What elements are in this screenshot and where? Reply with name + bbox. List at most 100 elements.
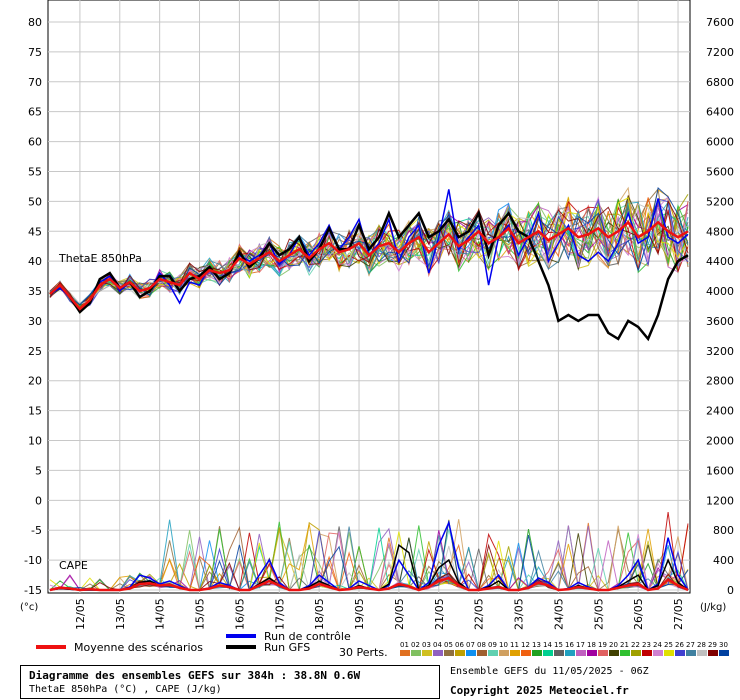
ensemble-run-label: Ensemble GEFS du 11/05/2025 - 06Z: [450, 666, 649, 677]
pert-swatch: [642, 650, 652, 656]
pert-number: 26: [675, 641, 684, 649]
x-tick-label: 23/05: [513, 598, 526, 630]
y-tick-left: 5: [35, 464, 42, 477]
x-tick-label: 14/05: [154, 598, 167, 630]
pert-number: 23: [642, 641, 651, 649]
pert-number: 09: [488, 641, 497, 649]
y-tick-left: 50: [28, 195, 42, 208]
pert-swatch: [477, 650, 487, 656]
y-tick-right: 4400: [706, 255, 734, 268]
cape-control-line: [49, 520, 689, 592]
ylabel-right: (J/kg): [700, 602, 726, 613]
pert-swatch: [565, 650, 575, 656]
legend-mean-label: Moyenne des scénarios: [74, 641, 203, 654]
y-tick-left: -10: [24, 554, 42, 567]
y-tick-right: 2400: [706, 405, 734, 418]
x-axis: 12/05 13/05 14/05 15/05 16/05 17/05 18/05 19/05…: [74, 598, 685, 630]
y-tick-right: 1600: [706, 464, 734, 477]
y-tick-right: 3200: [706, 345, 734, 358]
perts-legend: 01 02 03 04 05 06 07 08 09 10 11 12 13 14 15 16 17 18 19 20…: [400, 641, 729, 656]
pert-swatch: [675, 650, 685, 656]
y-tick-right: 4800: [706, 225, 734, 238]
pert-number: 01: [400, 641, 409, 649]
y-tick-right: 5600: [706, 165, 734, 178]
y-tick-right: 0: [727, 584, 734, 597]
ylabel-left: (°c): [20, 602, 38, 613]
pert-number: 10: [499, 641, 508, 649]
x-tick-label: 21/05: [433, 598, 446, 630]
y-tick-left: -15: [24, 584, 42, 597]
pert-swatch: [697, 650, 707, 656]
x-tick-label: 17/05: [273, 598, 286, 630]
legend-gfs-label: Run GFS: [264, 641, 310, 654]
pert-swatch: [598, 650, 608, 656]
pert-number: 17: [576, 641, 585, 649]
pert-swatch: [631, 650, 641, 656]
legend-perts-label: 30 Perts.: [339, 646, 388, 659]
pert-swatch: [499, 650, 509, 656]
x-tick-label: 19/05: [353, 598, 366, 630]
pert-swatch: [488, 650, 498, 656]
y-tick-right: 2800: [706, 375, 734, 388]
y-tick-right: 7600: [706, 16, 734, 29]
pert-swatch: [510, 650, 520, 656]
x-tick-label: 22/05: [473, 598, 486, 630]
x-tick-label: 15/05: [194, 598, 207, 630]
pert-swatch: [587, 650, 597, 656]
pert-number: 29: [708, 641, 717, 649]
y-axis-right: 7600720068006400600056005200480044004000…: [706, 16, 734, 597]
y-tick-left: 65: [28, 106, 42, 119]
pert-number: 11: [510, 641, 519, 649]
y-tick-left: 30: [28, 315, 42, 328]
pert-swatch: [532, 650, 542, 656]
y-tick-left: 0: [35, 494, 42, 507]
member-thetae-line: [49, 187, 689, 306]
pert-number: 30: [719, 641, 728, 649]
pert-number: 06: [455, 641, 464, 649]
pert-swatch: [686, 650, 696, 656]
grid: [48, 0, 690, 593]
pert-swatch: [433, 650, 443, 656]
legend-control-label: Run de contrôle: [264, 630, 351, 643]
pert-number: 19: [598, 641, 607, 649]
pert-number: 05: [444, 641, 453, 649]
y-tick-right: 400: [713, 554, 734, 567]
pert-number: 08: [477, 641, 486, 649]
pert-swatch: [653, 650, 663, 656]
x-tick-label: 12/05: [74, 598, 87, 630]
pert-swatch: [400, 650, 410, 656]
thetae-mean-line: [49, 220, 689, 311]
y-tick-right: 3600: [706, 315, 734, 328]
pert-swatch: [576, 650, 586, 656]
pert-number: 13: [532, 641, 541, 649]
y-tick-right: 800: [713, 524, 734, 537]
x-tick-label: 27/05: [672, 598, 685, 630]
pert-swatch: [719, 650, 729, 656]
y-tick-left: 60: [28, 136, 42, 149]
y-tick-left: 25: [28, 345, 42, 358]
info-box: Diagramme des ensembles GEFS sur 384h : …: [20, 665, 440, 699]
pert-number: 16: [565, 641, 574, 649]
x-tick-label: 26/05: [632, 598, 645, 630]
pert-swatch: [543, 650, 553, 656]
y-tick-left: 40: [28, 255, 42, 268]
pert-swatch: [466, 650, 476, 656]
chart-title: Diagramme des ensembles GEFS sur 384h : …: [29, 669, 361, 682]
pert-number: 25: [664, 641, 673, 649]
y-tick-left: 20: [28, 375, 42, 388]
y-tick-right: 6000: [706, 136, 734, 149]
x-tick-label: 18/05: [313, 598, 326, 630]
cape-mean-line: [49, 576, 689, 592]
panel-label-thetae: ThetaE 850hPa: [58, 252, 142, 265]
pert-swatch: [620, 650, 630, 656]
y-tick-left: 55: [28, 165, 42, 178]
y-tick-right: 4000: [706, 285, 734, 298]
x-tick-label: 16/05: [233, 598, 246, 630]
y-tick-right: 7200: [706, 46, 734, 59]
pert-number: 20: [609, 641, 618, 649]
y-tick-right: 6800: [706, 76, 734, 89]
y-tick-left: 10: [28, 435, 42, 448]
pert-number: 28: [697, 641, 706, 649]
pert-swatch: [664, 650, 674, 656]
